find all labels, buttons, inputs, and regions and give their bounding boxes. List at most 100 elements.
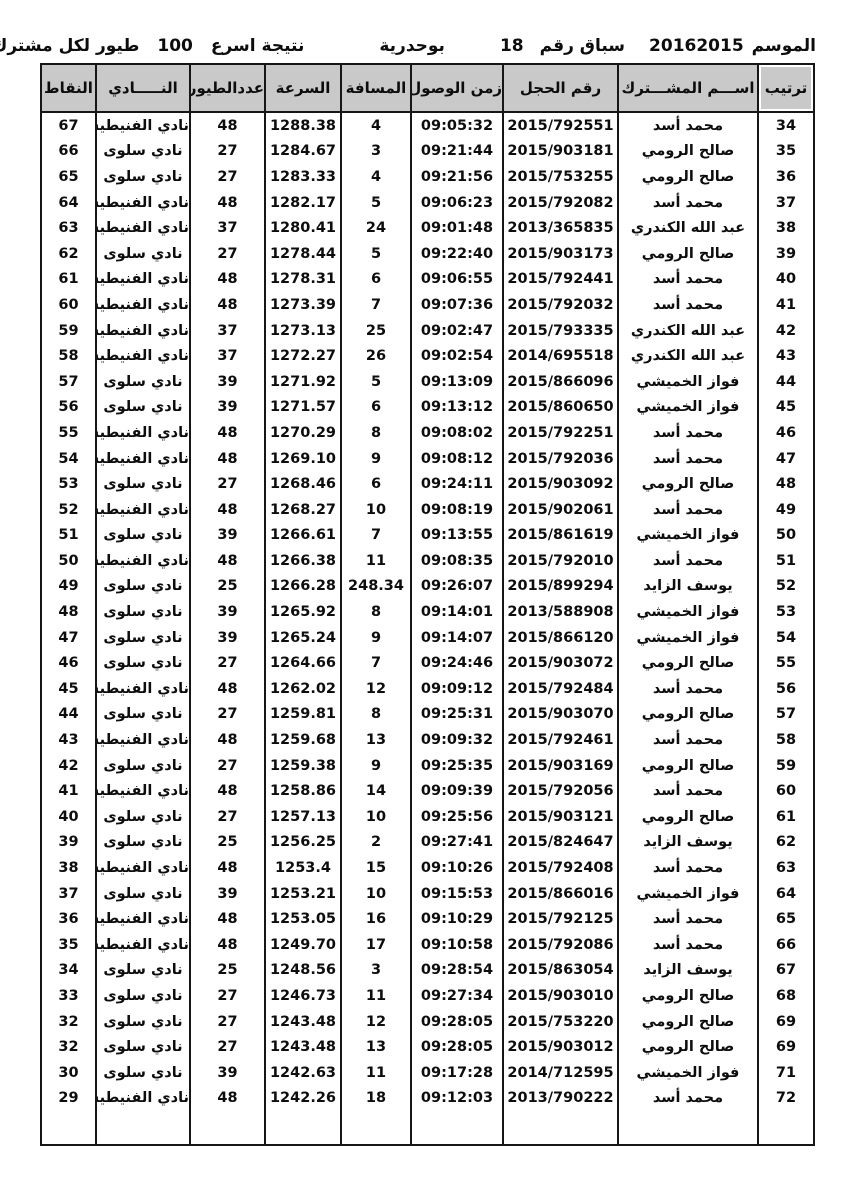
club-cell: نادي سلوى (95, 983, 191, 1009)
rank-cell: 54 (757, 624, 815, 651)
name-cell: محمد أسد (617, 496, 759, 523)
speed-cell: 1265.92 (264, 599, 342, 625)
table-row: 53 فواز الخميشي 2013/588908 09:14:01 8 1… (40, 599, 815, 625)
club-cell: نادي الفنيطيس (95, 292, 191, 318)
table-row: 35 صالح الرومي 2015/903181 09:21:44 3 12… (40, 138, 815, 165)
name-cell: صالح الرومي (617, 240, 759, 267)
birds-cell: 27 (189, 983, 266, 1009)
table-row: 63 محمد أسد 2015/792408 09:10:26 15 1253… (40, 855, 815, 881)
rank-cell: 44 (757, 368, 815, 395)
birds-cell: 37 (189, 317, 266, 344)
points-cell: 29 (40, 1085, 97, 1112)
ring-cell: 2015/792551 (502, 112, 619, 139)
club-cell: نادي سلوى (95, 880, 191, 907)
name-cell: يوسف الزايد (617, 573, 759, 600)
time-cell: 09:14:01 (410, 599, 504, 625)
time-cell: 09:13:09 (410, 368, 504, 395)
name-cell: محمد أسد (617, 778, 759, 805)
club-cell: نادي الفنيطيس (95, 1085, 191, 1112)
name-cell: صالح الرومي (617, 164, 759, 190)
distance-cell: 4 (340, 112, 412, 139)
ring-cell: 2015/903121 (502, 804, 619, 830)
points-cell: 53 (40, 471, 97, 497)
club-cell: نادي سلوى (95, 240, 191, 267)
name-cell: فواز الخميشي (617, 1059, 759, 1086)
distance-cell: 26 (340, 343, 412, 369)
points-cell: 52 (40, 496, 97, 523)
club-cell: نادي سلوى (95, 522, 191, 549)
distance-cell: 18 (340, 1085, 412, 1112)
ring-cell: 2015/903072 (502, 650, 619, 677)
club-cell: نادي الفنيطيس (95, 548, 191, 574)
club-cell: نادي الفنيطيس (95, 855, 191, 881)
points-cell: 32 (40, 1034, 97, 1060)
table-row: 55 صالح الرومي 2015/903072 09:24:46 7 12… (40, 650, 815, 677)
name-cell: فواز الخميشي (617, 880, 759, 907)
table-row: 38 عبد الله الكندري 2013/365835 09:01:48… (40, 215, 815, 241)
club-cell: نادي سلوى (95, 164, 191, 190)
club-cell: نادي الفنيطيس (95, 215, 191, 241)
club-cell: نادي سلوى (95, 394, 191, 421)
time-cell: 09:15:53 (410, 880, 504, 907)
name-cell: فواز الخميشي (617, 599, 759, 625)
birds-cell: 27 (189, 138, 266, 165)
table-row: 67 يوسف الزايد 2015/863054 09:28:54 3 12… (40, 957, 815, 984)
speed-cell: 1253.21 (264, 880, 342, 907)
birds-cell: 25 (189, 957, 266, 984)
rank-cell: 35 (757, 138, 815, 165)
rank-cell: 59 (757, 752, 815, 779)
distance-cell: 5 (340, 240, 412, 267)
name-cell: محمد أسد (617, 189, 759, 216)
distance-cell: 11 (340, 983, 412, 1009)
club-cell: نادي سلوى (95, 1034, 191, 1060)
season-label: الموسم (751, 36, 816, 56)
speed-cell: 1265.24 (264, 624, 342, 651)
ring-cell: 2015/792441 (502, 266, 619, 293)
speed-cell: 1284.67 (264, 138, 342, 165)
name-cell: صالح الرومي (617, 752, 759, 779)
rank-cell: 47 (757, 445, 815, 472)
points-cell: 49 (40, 573, 97, 600)
distance-cell: 6 (340, 471, 412, 497)
table-row: 54 فواز الخميشي 2015/866120 09:14:07 9 1… (40, 624, 815, 651)
points-cell: 44 (40, 701, 97, 728)
ring-cell: 2015/792082 (502, 189, 619, 216)
speed-cell: 1258.86 (264, 778, 342, 805)
col-club: النـــــادي (95, 64, 191, 113)
name-cell: فواز الخميشي (617, 624, 759, 651)
table-row: 61 صالح الرومي 2015/903121 09:25:56 10 1… (40, 804, 815, 830)
birds-cell: 48 (189, 676, 266, 702)
points-cell: 60 (40, 292, 97, 318)
points-cell: 33 (40, 983, 97, 1009)
points-cell: 38 (40, 855, 97, 881)
birds-cell: 48 (189, 496, 266, 523)
birds-cell: 27 (189, 752, 266, 779)
time-cell: 09:07:36 (410, 292, 504, 318)
result-label: نتيجة اسرع (210, 36, 305, 56)
ring-cell: 2015/792484 (502, 676, 619, 702)
name-cell: صالح الرومي (617, 804, 759, 830)
ring-cell: 2015/792036 (502, 445, 619, 472)
distance-cell: 3 (340, 957, 412, 984)
rank-cell: 51 (757, 548, 815, 574)
rank-cell: 61 (757, 804, 815, 830)
time-cell: 09:27:34 (410, 983, 504, 1009)
birds-cell: 39 (189, 394, 266, 421)
table-row: 41 محمد أسد 2015/792032 09:07:36 7 1273.… (40, 292, 815, 318)
points-cell: 56 (40, 394, 97, 421)
rank-cell: 42 (757, 317, 815, 344)
rank-cell: 38 (757, 215, 815, 241)
ring-cell: 2015/903181 (502, 138, 619, 165)
speed-cell: 1256.25 (264, 829, 342, 856)
ring-cell: 2013/790222 (502, 1085, 619, 1112)
points-cell: 41 (40, 778, 97, 805)
name-cell: صالح الرومي (617, 983, 759, 1009)
points-cell: 59 (40, 317, 97, 344)
birds-cell: 48 (189, 420, 266, 446)
results-table: ترتيب اســـم المشـــترك رقم الحجل زمن ال… (40, 63, 815, 1147)
speed-cell: 1266.28 (264, 573, 342, 600)
distance-cell: 12 (340, 1008, 412, 1035)
distance-cell: 6 (340, 394, 412, 421)
club-cell: نادي سلوى (95, 471, 191, 497)
ring-cell: 2015/792408 (502, 855, 619, 881)
